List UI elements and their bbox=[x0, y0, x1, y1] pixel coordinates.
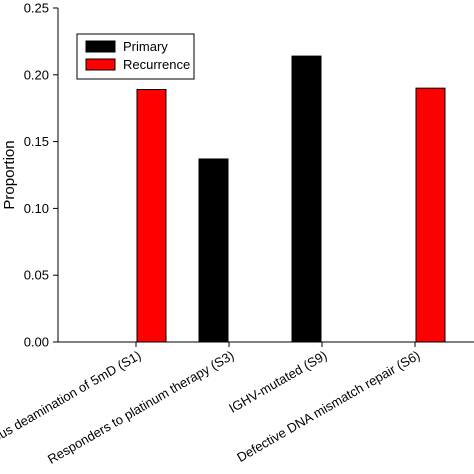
y-tick-label: 0.20 bbox=[24, 67, 49, 82]
bars bbox=[136, 55, 446, 343]
y-tick-label: 0.25 bbox=[24, 1, 49, 16]
bar-recurrence bbox=[415, 87, 446, 343]
y-axis-title: Proportion bbox=[1, 140, 18, 209]
x-tick-label: Defective DNA mismatch repair (S6) bbox=[234, 348, 422, 465]
y-tick-label: 0.00 bbox=[24, 335, 49, 350]
legend-label-primary: Primary bbox=[123, 39, 168, 54]
legend: Primary Recurrence bbox=[76, 33, 195, 80]
y-tick-label: 0.15 bbox=[24, 134, 49, 149]
y-tick-label: 0.05 bbox=[24, 268, 49, 283]
y-ticks: 0.00 0.05 0.10 0.15 0.20 0.25 bbox=[24, 1, 58, 350]
x-tick-label: Responders to platinum therapy (S3) bbox=[45, 348, 236, 467]
bar-primary bbox=[198, 158, 229, 343]
bar-primary bbox=[291, 55, 322, 343]
legend-swatch-primary bbox=[85, 40, 116, 53]
legend-label-recurrence: Recurrence bbox=[123, 57, 190, 72]
bar-recurrence bbox=[136, 88, 167, 343]
x-ticks: Spontaneous deamination of 5mD (S1)Respo… bbox=[0, 342, 423, 473]
legend-swatch-recurrence bbox=[85, 58, 116, 71]
y-tick-label: 0.10 bbox=[24, 201, 49, 216]
